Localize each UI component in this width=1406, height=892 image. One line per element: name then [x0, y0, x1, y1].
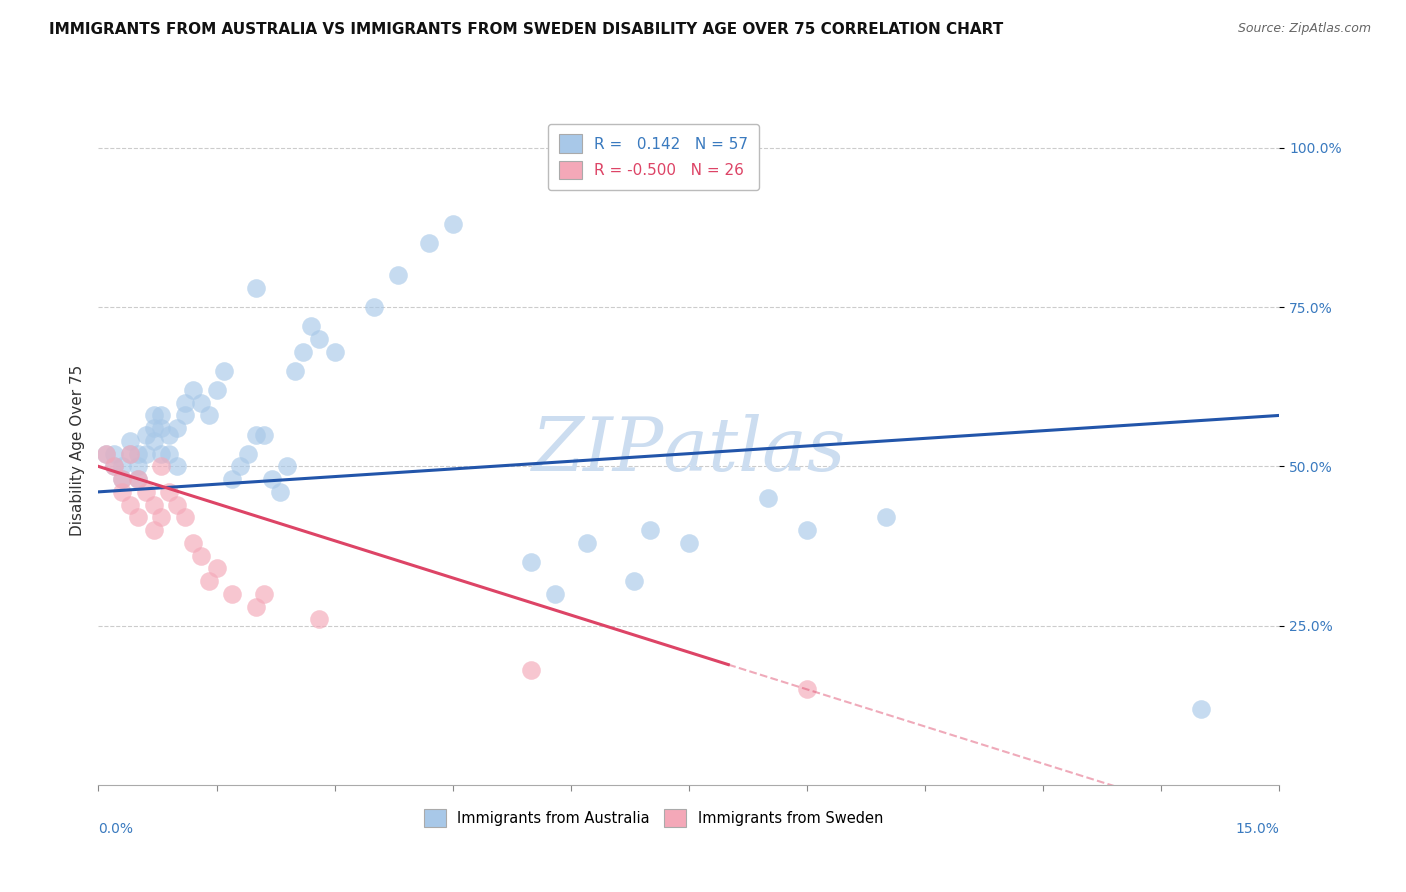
Point: [150, 510, 173, 524]
Text: Source: ZipAtlas.com: Source: ZipAtlas.com: [1237, 22, 1371, 36]
Point: [875, 510, 897, 524]
Point: [245, 599, 267, 614]
Point: [323, 344, 346, 359]
Point: [96, 447, 118, 461]
Point: [308, 332, 330, 346]
Point: [118, 447, 141, 461]
Point: [166, 421, 188, 435]
Point: [118, 434, 141, 448]
Point: [111, 459, 134, 474]
Point: [190, 395, 212, 409]
Point: [205, 561, 228, 575]
Point: [638, 523, 661, 537]
Point: [260, 472, 283, 486]
Point: [135, 484, 157, 499]
Point: [174, 395, 197, 409]
Point: [387, 268, 409, 283]
Point: [150, 409, 173, 423]
Point: [174, 409, 197, 423]
Point: [292, 344, 315, 359]
Point: [181, 536, 204, 550]
Point: [127, 447, 149, 461]
Point: [245, 427, 267, 442]
Point: [142, 434, 165, 448]
Point: [150, 447, 173, 461]
Text: 15.0%: 15.0%: [1236, 822, 1279, 836]
Point: [221, 587, 243, 601]
Point: [118, 447, 141, 461]
Point: [103, 459, 125, 474]
Point: [157, 447, 180, 461]
Point: [197, 574, 219, 588]
Point: [157, 427, 180, 442]
Point: [157, 484, 180, 499]
Point: [166, 459, 188, 474]
Point: [678, 536, 700, 550]
Point: [96, 447, 118, 461]
Point: [142, 409, 165, 423]
Point: [229, 459, 252, 474]
Point: [253, 427, 276, 442]
Point: [142, 523, 165, 537]
Point: [756, 491, 779, 506]
Text: ZIP​atlas: ZIP​atlas: [531, 414, 846, 487]
Point: [205, 383, 228, 397]
Point: [111, 472, 134, 486]
Point: [127, 472, 149, 486]
Point: [174, 510, 197, 524]
Y-axis label: Disability Age Over 75: Disability Age Over 75: [69, 365, 84, 536]
Point: [142, 498, 165, 512]
Point: [103, 459, 125, 474]
Point: [181, 383, 204, 397]
Point: [418, 236, 440, 251]
Point: [127, 510, 149, 524]
Point: [544, 587, 567, 601]
Point: [103, 447, 125, 461]
Point: [135, 447, 157, 461]
Point: [269, 484, 291, 499]
Point: [118, 498, 141, 512]
Point: [575, 536, 598, 550]
Point: [150, 421, 173, 435]
Point: [520, 663, 543, 677]
Point: [166, 498, 188, 512]
Point: [441, 217, 464, 231]
Point: [299, 319, 322, 334]
Point: [111, 484, 134, 499]
Point: [190, 549, 212, 563]
Point: [214, 364, 236, 378]
Point: [796, 523, 818, 537]
Legend: Immigrants from Australia, Immigrants from Sweden: Immigrants from Australia, Immigrants fr…: [416, 802, 890, 835]
Point: [150, 459, 173, 474]
Point: [142, 421, 165, 435]
Point: [236, 447, 259, 461]
Point: [221, 472, 243, 486]
Point: [127, 459, 149, 474]
Point: [308, 612, 330, 626]
Point: [284, 364, 307, 378]
Point: [253, 587, 276, 601]
Point: [245, 281, 267, 295]
Point: [276, 459, 298, 474]
Point: [197, 409, 219, 423]
Point: [623, 574, 645, 588]
Point: [135, 427, 157, 442]
Point: [520, 555, 543, 569]
Point: [1189, 701, 1212, 715]
Point: [796, 682, 818, 697]
Point: [111, 472, 134, 486]
Text: IMMIGRANTS FROM AUSTRALIA VS IMMIGRANTS FROM SWEDEN DISABILITY AGE OVER 75 CORRE: IMMIGRANTS FROM AUSTRALIA VS IMMIGRANTS …: [49, 22, 1004, 37]
Text: 0.0%: 0.0%: [98, 822, 134, 836]
Point: [363, 300, 385, 314]
Point: [127, 472, 149, 486]
